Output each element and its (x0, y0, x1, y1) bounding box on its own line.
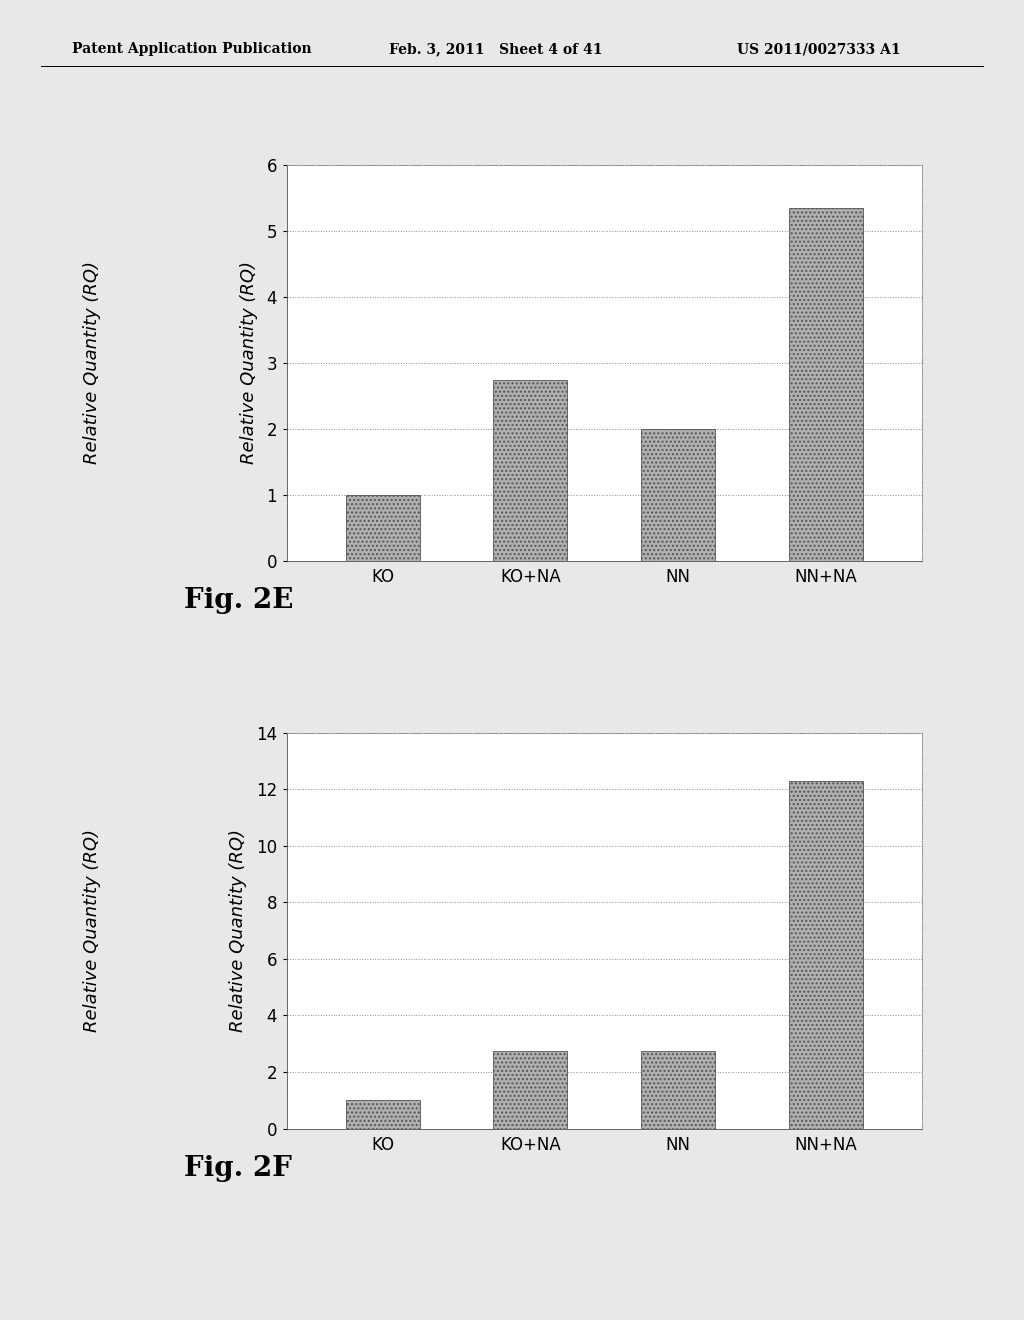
Bar (287, 165, 922, 561)
Bar (788, 780, 862, 1129)
Text: Fig. 2E: Fig. 2E (184, 587, 294, 614)
Text: Feb. 3, 2011   Sheet 4 of 41: Feb. 3, 2011 Sheet 4 of 41 (389, 42, 602, 57)
Y-axis label: Relative Quantity (RQ): Relative Quantity (RQ) (229, 829, 248, 1032)
Bar (287, 733, 922, 1129)
Bar (788, 209, 862, 561)
Text: US 2011/0027333 A1: US 2011/0027333 A1 (737, 42, 901, 57)
Bar (641, 429, 715, 561)
Bar (494, 380, 567, 561)
Bar (494, 1051, 567, 1129)
Text: Relative Quantity (RQ): Relative Quantity (RQ) (83, 261, 101, 465)
Text: Fig. 2F: Fig. 2F (184, 1155, 292, 1181)
Y-axis label: Relative Quantity (RQ): Relative Quantity (RQ) (240, 261, 258, 465)
Bar (346, 1101, 420, 1129)
Text: Relative Quantity (RQ): Relative Quantity (RQ) (83, 829, 101, 1032)
Bar (346, 495, 420, 561)
Bar (641, 1051, 715, 1129)
Text: Patent Application Publication: Patent Application Publication (72, 42, 311, 57)
